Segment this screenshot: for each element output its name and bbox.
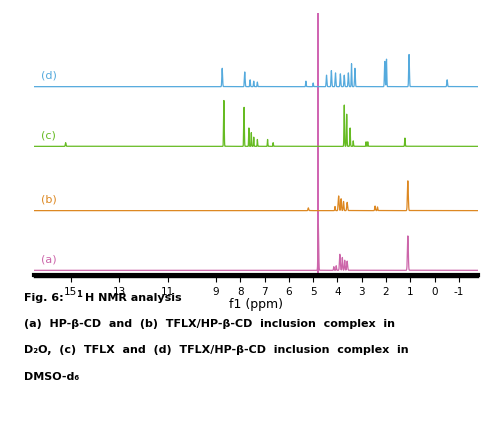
Text: Fig. 6:: Fig. 6: bbox=[24, 293, 68, 303]
Text: (b): (b) bbox=[41, 195, 57, 205]
Text: (a)  HP-β-CD  and  (b)  TFLX/HP-β-CD  inclusion  complex  in: (a) HP-β-CD and (b) TFLX/HP-β-CD inclusi… bbox=[24, 319, 395, 329]
Text: DMSO-d₆: DMSO-d₆ bbox=[24, 372, 80, 382]
Text: (a): (a) bbox=[41, 255, 57, 264]
X-axis label: f1 (ppm): f1 (ppm) bbox=[229, 298, 283, 312]
Text: H NMR analysis: H NMR analysis bbox=[85, 293, 182, 303]
Text: 1: 1 bbox=[76, 290, 81, 298]
Text: (c): (c) bbox=[41, 131, 56, 141]
Text: D₂O,  (c)  TFLX  and  (d)  TFLX/HP-β-CD  inclusion  complex  in: D₂O, (c) TFLX and (d) TFLX/HP-β-CD inclu… bbox=[24, 345, 409, 356]
Text: (d): (d) bbox=[41, 71, 57, 81]
